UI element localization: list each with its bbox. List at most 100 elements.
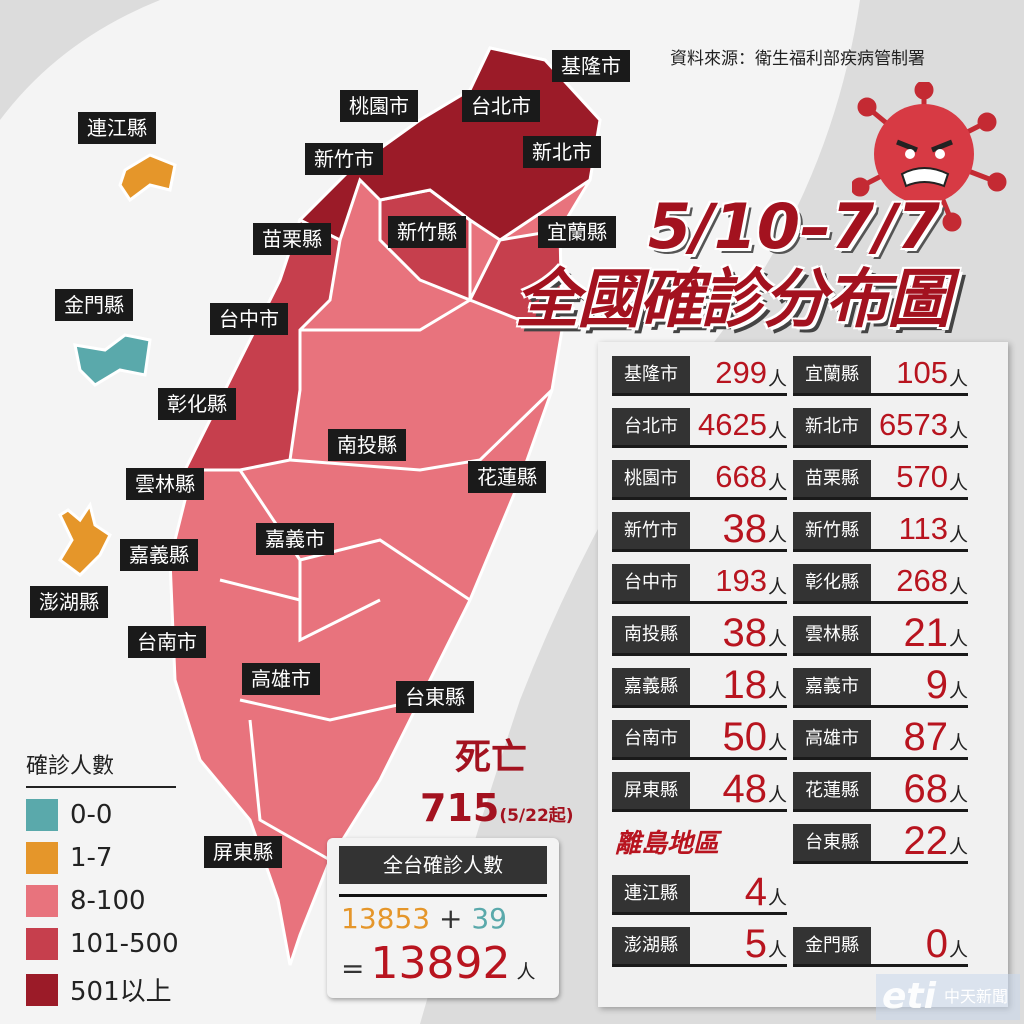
unit-label: 人 <box>767 420 787 442</box>
map-label: 雲林縣 <box>126 468 204 500</box>
map-label: 苗栗縣 <box>253 223 331 255</box>
imported-cases: 39 <box>471 902 507 935</box>
unit-label: 人 <box>767 472 787 494</box>
legend-label: 101-500 <box>70 929 179 959</box>
case-count: 113 <box>898 511 948 546</box>
table-row: 台北市 4625 人 <box>612 407 787 448</box>
map-label: 新北市 <box>523 136 601 168</box>
map-label: 桃園市 <box>340 90 418 122</box>
deaths-count: 715(5/22起) <box>420 786 574 830</box>
title-dates: 5/10–7/7 <box>648 190 940 263</box>
case-count: 68 <box>903 767 949 811</box>
case-count: 5 <box>744 922 767 966</box>
logo-text: eti <box>882 976 936 1017</box>
island-penghu <box>58 501 112 577</box>
county-name: 宜蘭縣 <box>793 356 871 393</box>
map-label: 屏東縣 <box>204 836 282 868</box>
unit-label: 人 <box>767 628 787 650</box>
table-row: 新竹市 38 人 <box>612 509 787 552</box>
map-label: 花蓮縣 <box>468 461 546 493</box>
legend-label: 0-0 <box>70 800 113 830</box>
case-count: 87 <box>903 715 949 759</box>
legend-item: 101-500 <box>26 928 179 960</box>
legend-item: 8-100 <box>26 885 146 917</box>
eti-logo: eti 中天新聞 <box>876 974 1020 1020</box>
virus-icon <box>852 82 1007 232</box>
legend-item: 501以上 <box>26 971 172 1008</box>
map-label: 嘉義縣 <box>120 539 198 571</box>
table-row: 苗栗縣 570 人 <box>793 459 968 500</box>
case-count: 4625 <box>698 407 767 442</box>
table-row: 花蓮縣 68 人 <box>793 767 968 812</box>
map-label: 台東縣 <box>396 681 474 713</box>
plus-sign: + <box>438 902 463 935</box>
county-name: 金門縣 <box>793 927 871 964</box>
unit-label: 人 <box>767 732 787 754</box>
case-count: 21 <box>903 611 949 655</box>
equals-sign: = <box>341 952 365 985</box>
table-row: 彰化縣 268 人 <box>793 563 968 604</box>
county-name: 嘉義縣 <box>612 668 690 705</box>
map-label: 連江縣 <box>78 112 156 144</box>
case-count: 48 <box>722 767 768 811</box>
case-count: 0 <box>925 922 948 966</box>
total-sum: 13892 <box>370 938 511 989</box>
case-count: 4 <box>744 870 767 914</box>
county-name: 桃園市 <box>612 460 690 497</box>
case-count: 9 <box>925 663 948 707</box>
unit-label: 人 <box>948 628 968 650</box>
unit-label: 人 <box>948 524 968 546</box>
legend-swatch <box>26 973 58 1006</box>
table-row: 高雄市 87 人 <box>793 715 968 760</box>
map-label: 南投縣 <box>328 429 406 461</box>
legend-label: 8-100 <box>70 886 146 916</box>
table-row: 嘉義市 9 人 <box>793 663 968 708</box>
legend-swatch <box>26 799 58 831</box>
table-row: 嘉義縣 18 人 <box>612 665 787 708</box>
map-label: 台北市 <box>462 90 540 122</box>
map-label: 金門縣 <box>55 289 133 321</box>
unit-label: 人 <box>767 524 787 546</box>
map-label: 基隆市 <box>552 50 630 82</box>
unit-label: 人 <box>948 368 968 390</box>
county-name: 台中市 <box>612 564 690 601</box>
legend-swatch <box>26 885 58 917</box>
table-row: 金門縣 0 人 <box>793 922 968 967</box>
unit-label: 人 <box>948 939 968 961</box>
case-count: 105 <box>896 355 948 390</box>
county-name: 新竹市 <box>612 512 690 549</box>
table-row: 南投縣 38 人 <box>612 613 787 656</box>
map-label: 新竹市 <box>305 143 383 175</box>
map-label: 嘉義市 <box>256 523 334 555</box>
county-name: 新北市 <box>793 408 871 445</box>
legend-swatch <box>26 928 58 960</box>
table-row: 屏東縣 48 人 <box>612 767 787 812</box>
county-name: 嘉義市 <box>793 668 871 705</box>
county-name: 澎湖縣 <box>612 927 690 964</box>
table-row: 連江縣 4 人 <box>612 870 787 915</box>
legend-title: 確診人數 <box>26 748 176 788</box>
case-count: 193 <box>715 563 767 598</box>
map-label: 台中市 <box>210 303 288 335</box>
total-cases-box: 全台確診人數 13853 + 39 = 13892 人 <box>327 838 559 998</box>
table-row: 新北市 6573 人 <box>793 407 968 448</box>
unit-label: 人 <box>767 680 787 702</box>
islands-heading: 離島地區 <box>615 829 720 859</box>
unit-label: 人 <box>948 680 968 702</box>
source-text: 資料來源：衛生福利部疾病管制署 <box>670 49 925 69</box>
map-label: 宜蘭縣 <box>538 216 616 248</box>
unit-label: 人 <box>767 368 787 390</box>
county-name: 台北市 <box>612 408 690 445</box>
table-row: 台南市 50 人 <box>612 717 787 760</box>
county-name: 新竹縣 <box>793 512 871 549</box>
legend-label: 501以上 <box>70 977 172 1007</box>
case-count: 22 <box>903 819 949 863</box>
county-name: 屏東縣 <box>612 772 690 809</box>
county-name: 彰化縣 <box>793 564 871 601</box>
deaths-value: 715 <box>420 786 500 830</box>
local-cases: 13853 <box>341 902 431 935</box>
unit-label: 人 <box>948 472 968 494</box>
legend-label: 1-7 <box>70 843 113 873</box>
unit-label: 人 <box>767 939 787 961</box>
table-row: 基隆市 299 人 <box>612 355 787 396</box>
